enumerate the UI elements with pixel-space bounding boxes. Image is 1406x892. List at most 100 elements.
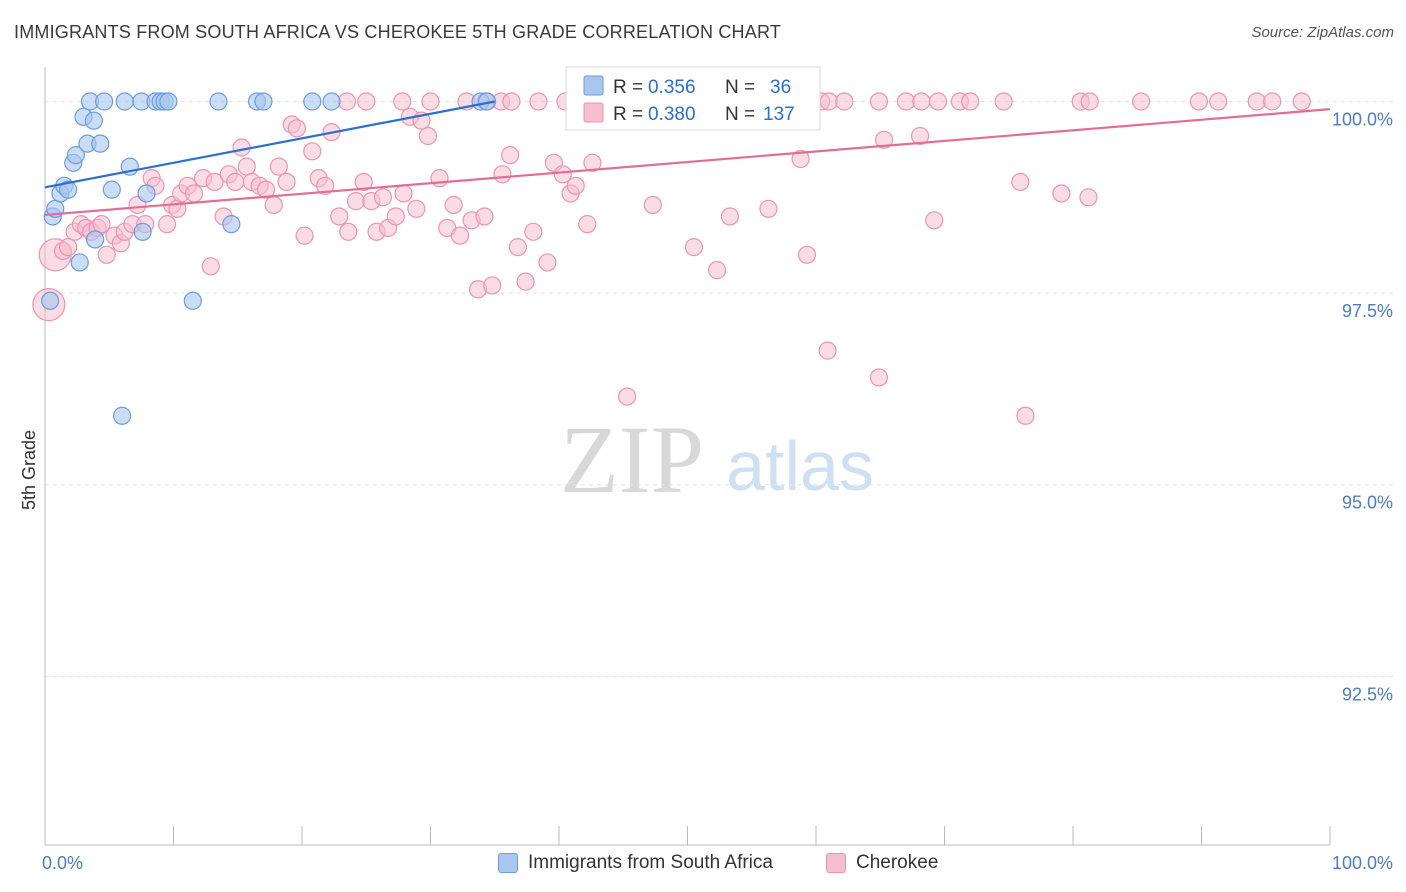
cherokee-point (538, 253, 557, 272)
legend-n-value-2: 137 (763, 104, 795, 125)
cherokee-point (184, 184, 204, 203)
legend-n-label-1: N = (725, 77, 755, 98)
cherokee-point (553, 165, 572, 184)
cherokee-point (394, 184, 413, 203)
cherokee-point (269, 157, 288, 176)
x-tick-label: 0.0% (42, 853, 83, 873)
south-africa-point (102, 180, 121, 199)
cherokee-point (295, 226, 314, 245)
cherokee-point (1209, 92, 1228, 111)
south-africa-point (303, 92, 322, 111)
legend-n-value-1: 36 (770, 77, 791, 98)
legend-item-south-africa: Immigrants from South Africa (498, 852, 773, 874)
legend-label-cherokee: Cherokee (856, 852, 939, 873)
cherokee-point (501, 146, 520, 165)
cherokee-point (59, 238, 78, 257)
cherokee-point (912, 92, 931, 111)
cherokee-point (961, 92, 980, 111)
legend-r-label-1: R = (613, 77, 643, 98)
cherokee-point (925, 211, 944, 230)
x-tick-label: 100.0% (1332, 853, 1393, 873)
cherokee-point (232, 138, 251, 157)
south-africa-point (41, 291, 60, 310)
cherokee-point (475, 207, 494, 226)
cherokee-point (421, 92, 440, 111)
cherokee-point (1052, 184, 1071, 203)
y-tick-label: 97.5% (1342, 301, 1393, 321)
cherokee-point (896, 92, 916, 111)
cherokee-point (287, 119, 306, 138)
south-africa-point (222, 215, 241, 234)
cherokee-point (1132, 92, 1151, 111)
cherokee-point (502, 92, 521, 111)
cherokee-point (516, 272, 535, 291)
cherokee-point (578, 215, 597, 234)
cherokee-points (32, 92, 1311, 425)
cherokee-point (720, 207, 740, 226)
cherokee-point (205, 172, 224, 192)
cherokee-point (201, 257, 220, 276)
south-africa-point (66, 146, 85, 165)
south-africa-point (209, 92, 228, 111)
cherokee-point (583, 153, 602, 172)
source-label: Source: ZipAtlas.com (1251, 24, 1394, 41)
x-tick-labels: 0.0% 100.0% (42, 853, 1393, 873)
cherokee-point (430, 169, 449, 188)
cherokee-point (869, 92, 889, 111)
legend-swatch-series2 (583, 102, 604, 123)
cherokee-point (339, 222, 358, 241)
south-africa-point (477, 92, 497, 111)
cherokee-point (277, 172, 296, 192)
legend-top: R = 0.356 N = 36 R = 0.380 N = 137 (565, 66, 821, 131)
cherokee-point (1189, 92, 1209, 111)
cherokee-point (618, 387, 637, 406)
cherokee-point (346, 192, 366, 211)
cherokee-point (835, 92, 854, 111)
cherokee-point (869, 368, 889, 387)
south-africa-point (322, 92, 341, 111)
cherokee-point (819, 92, 838, 111)
cherokee-point (928, 92, 948, 111)
cherokee-point (493, 165, 512, 184)
y-tick-labels: 92.5% 95.0% 97.5% 100.0% (1332, 109, 1393, 704)
cherokee-point (1292, 92, 1311, 111)
watermark-atlas: atlas (726, 427, 874, 505)
south-africa-point (112, 406, 132, 425)
south-africa-point (95, 92, 114, 111)
legend-r-value-2: 0.380 (648, 104, 696, 125)
legend-label-south-africa: Immigrants from South Africa (528, 852, 773, 873)
trend-lines (44, 100, 1331, 217)
cherokee-point (1247, 92, 1266, 111)
south-africa-trend-line (44, 100, 495, 189)
cherokee-point (759, 199, 778, 218)
cherokee-point (797, 245, 817, 264)
cherokee-point (92, 215, 111, 234)
cherokee-point (407, 199, 426, 218)
cherokee-point (303, 142, 322, 161)
legend-r-value-1: 0.356 (648, 77, 696, 98)
cherokee-trend-line (44, 108, 1331, 217)
cherokee-point (791, 149, 810, 169)
south-africa-point (183, 291, 202, 310)
y-axis-label: 5th Grade (19, 430, 39, 510)
cherokee-point (256, 180, 276, 199)
legend-swatch-series1 (583, 75, 604, 96)
cherokee-point (1263, 92, 1282, 111)
legend-swatch-cherokee (826, 853, 846, 873)
cherokee-point (393, 92, 412, 111)
cherokee-point (875, 130, 894, 149)
legend-box (565, 66, 821, 131)
south-africa-point (137, 184, 156, 203)
cherokee-point (529, 92, 548, 111)
cherokee-point (994, 92, 1013, 111)
cherokee-point (316, 176, 335, 195)
cherokee-point (707, 261, 727, 280)
cherokee-point (1011, 172, 1030, 192)
cherokee-point (373, 188, 393, 207)
cherokee-point (643, 195, 662, 215)
south-africa-point (115, 92, 134, 111)
south-africa-point (133, 222, 152, 241)
legend-r-label-2: R = (613, 104, 643, 125)
cherokee-point (684, 238, 704, 257)
cherokee-point (1016, 406, 1035, 425)
